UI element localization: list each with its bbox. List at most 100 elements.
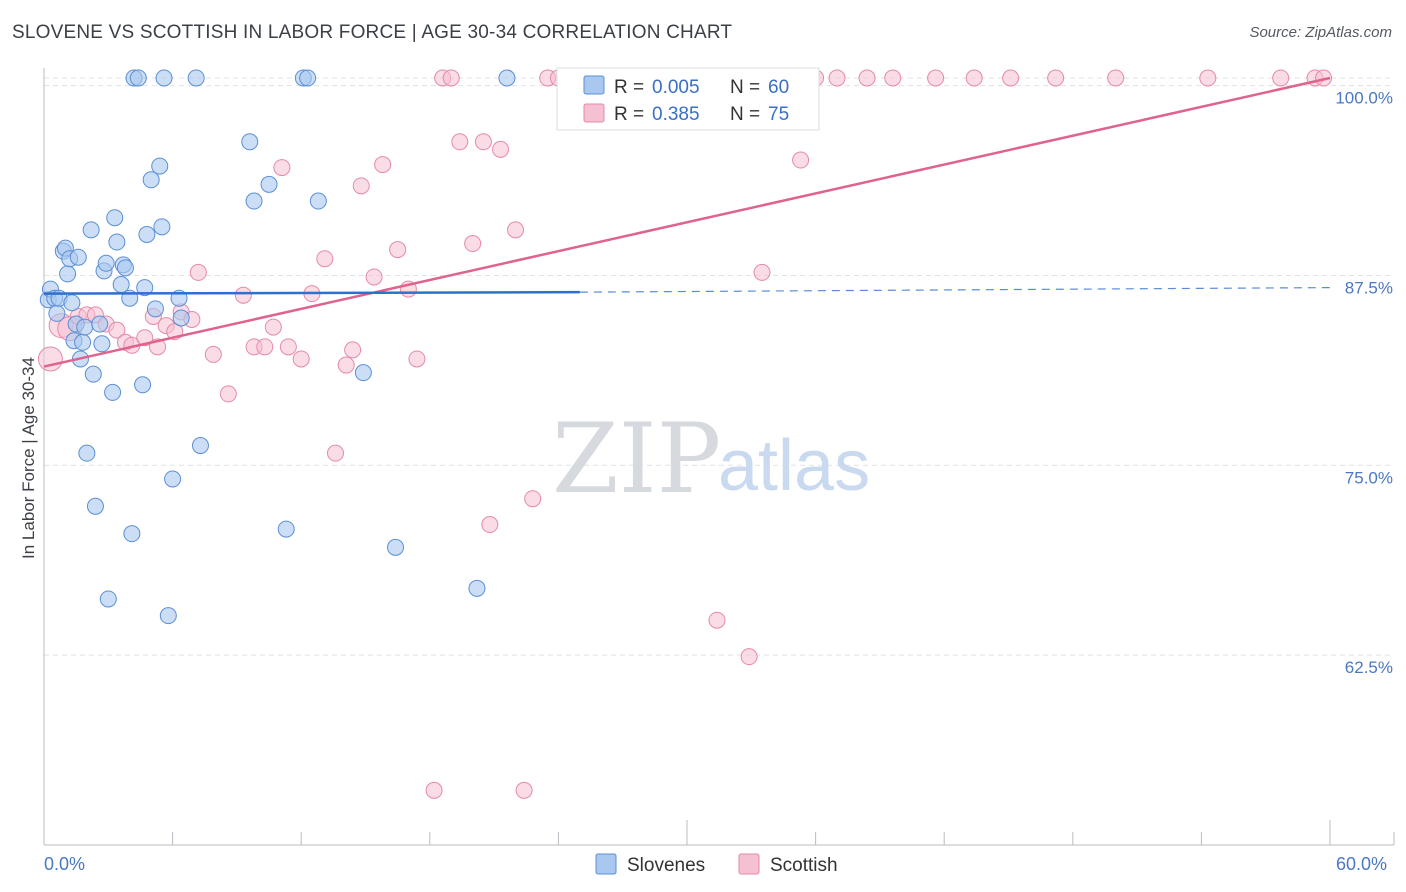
bottom-legend-label-scottish[interactable]: Scottish xyxy=(770,855,838,876)
slovenes-point xyxy=(48,304,66,322)
scottish-point xyxy=(1047,69,1065,87)
scottish-point xyxy=(136,329,154,347)
slovenes-point xyxy=(187,69,205,87)
gridlines xyxy=(44,77,1394,656)
bottom-legend-swatch-scottish[interactable] xyxy=(738,853,760,875)
slovenes-point xyxy=(63,294,81,312)
y-tick-label: 100.0% xyxy=(1335,89,1393,108)
scottish-point xyxy=(273,159,291,177)
slovenes-point xyxy=(354,364,372,382)
slovenes-point xyxy=(78,444,96,462)
legend-n-value-slovenes: 60 xyxy=(768,77,789,98)
scottish-point xyxy=(425,781,443,799)
slovenes-point xyxy=(112,276,130,294)
y-tick-label: 75.0% xyxy=(1345,468,1393,487)
slovenes-points xyxy=(39,69,516,625)
slovenes-point xyxy=(106,209,124,227)
trend-lines xyxy=(43,76,1331,368)
scottish-point xyxy=(884,69,902,87)
slovenes-point xyxy=(146,300,164,318)
slovenes-point xyxy=(108,233,126,251)
scottish-point xyxy=(1199,69,1217,87)
scottish-point xyxy=(492,140,510,158)
slovenes-point xyxy=(155,69,173,87)
slovenes-trend-line xyxy=(43,290,580,295)
slovenes-point xyxy=(99,590,117,608)
top-legend: R = 0.005 N = 60 R = 0.385 N = 75 xyxy=(556,67,820,131)
legend-n-value-scottish: 75 xyxy=(768,104,789,125)
legend-n-label-slovenes: N = xyxy=(730,77,760,98)
slovenes-point xyxy=(104,383,122,401)
slovenes-point xyxy=(123,525,141,543)
scottish-point xyxy=(108,321,126,339)
y-tick-label: 62.5% xyxy=(1345,658,1393,677)
scottish-point xyxy=(515,781,533,799)
watermark-zip: ZIP xyxy=(552,403,721,515)
scottish-point xyxy=(927,69,945,87)
slovenes-point xyxy=(93,335,111,353)
slovenes-point xyxy=(86,497,104,515)
slovenes-point xyxy=(299,69,317,87)
slovenes-point xyxy=(245,192,263,210)
scottish-point xyxy=(234,286,252,304)
slovenes-point xyxy=(172,309,190,327)
x-tick-label-max: 60.0% xyxy=(1336,854,1387,874)
scottish-point xyxy=(858,69,876,87)
y-axis-title: In Labor Force | Age 30-34 xyxy=(19,357,38,559)
scottish-point xyxy=(204,345,222,363)
watermark-atlas: atlas xyxy=(718,426,870,506)
x-tick-label-min: 0.0% xyxy=(44,854,85,874)
scottish-point xyxy=(708,611,726,629)
source-label: Source: ZipAtlas.com xyxy=(1249,24,1392,41)
scottish-point xyxy=(326,444,344,462)
scottish-point xyxy=(292,350,310,368)
y-tick-label: 87.5% xyxy=(1345,278,1393,297)
slovenes-point xyxy=(134,376,152,394)
scottish-point xyxy=(316,250,334,268)
scottish-point xyxy=(792,151,810,169)
slovenes-point xyxy=(91,315,109,333)
slovenes-point xyxy=(59,265,77,283)
slovenes-point xyxy=(69,248,87,266)
scottish-point xyxy=(365,268,383,286)
slovenes-point xyxy=(82,221,100,239)
slovenes-point xyxy=(151,157,169,175)
scottish-point xyxy=(828,69,846,87)
legend-swatch-slovenes xyxy=(583,75,605,95)
scottish-point xyxy=(37,346,63,372)
scottish-point xyxy=(189,263,207,281)
slovenes-point xyxy=(498,69,516,87)
slovenes-point xyxy=(74,333,92,351)
scottish-point xyxy=(1107,69,1125,87)
scottish-point xyxy=(1315,69,1333,87)
scottish-point xyxy=(344,341,362,359)
slovenes-point xyxy=(136,279,154,297)
scottish-point xyxy=(753,263,771,281)
bottom-legend: Slovenes Scottish xyxy=(595,853,838,876)
slovenes-point xyxy=(84,365,102,383)
bottom-legend-swatch-slovenes[interactable] xyxy=(595,853,617,875)
slovenes-point xyxy=(153,218,171,236)
slovenes-point xyxy=(164,470,182,488)
slovenes-point xyxy=(129,69,147,87)
slovenes-point xyxy=(97,254,115,272)
legend-r-value-slovenes: 0.005 xyxy=(652,77,700,98)
legend-r-value-scottish: 0.385 xyxy=(652,104,700,125)
scottish-point xyxy=(337,356,355,374)
scottish-point xyxy=(965,69,983,87)
scottish-point xyxy=(740,648,758,666)
slovenes-point xyxy=(142,171,160,189)
bottom-legend-label-slovenes[interactable]: Slovenes xyxy=(627,855,705,876)
scottish-point xyxy=(481,516,499,534)
chart-title: SLOVENE VS SCOTTISH IN LABOR FORCE | AGE… xyxy=(12,22,733,43)
scottish-point xyxy=(1002,69,1020,87)
scottish-point xyxy=(464,235,482,253)
scottish-point xyxy=(256,338,274,356)
scottish-point xyxy=(389,241,407,259)
scottish-point xyxy=(524,490,542,508)
scottish-point xyxy=(264,318,282,336)
slovenes-point xyxy=(76,318,94,336)
slovenes-point xyxy=(387,538,405,556)
scottish-point xyxy=(352,177,370,195)
